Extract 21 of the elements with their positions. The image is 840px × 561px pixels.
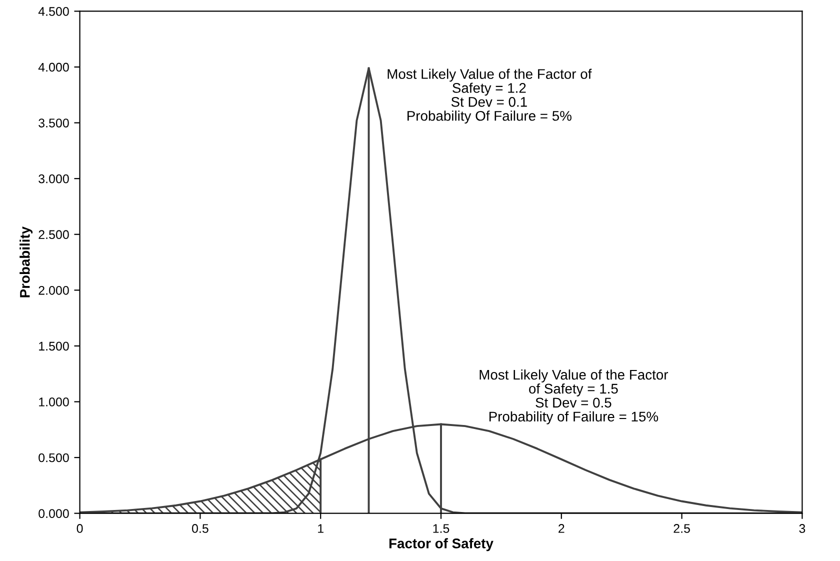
y-tick-label: 0.500 — [38, 453, 69, 462]
annotation: Most Likely Value of the Factor of Safety = 1.5 St Dev = 0.5 Probability of Failure = 15% — [480, 369, 668, 424]
y-axis-title: Probability — [20, 226, 33, 298]
y-tick-label: 4.500 — [38, 7, 69, 16]
y-tick-label: 3.500 — [38, 118, 69, 128]
x-tick-label: 1 — [318, 524, 324, 533]
x-tick-label: 2 — [558, 524, 564, 533]
x-tick-label: 2.5 — [674, 524, 690, 533]
y-tick-label: 2.000 — [38, 286, 69, 295]
x-axis-title: Factor of Safety — [389, 538, 494, 552]
y-tick-label: 3.000 — [38, 174, 69, 184]
x-tick-label: 1.5 — [433, 524, 450, 533]
x-tick-label: 3 — [799, 524, 806, 533]
y-tick-label: 0.000 — [38, 509, 69, 518]
y-tick-label: 4.000 — [38, 62, 69, 72]
annotation: Most Likely Value of the Factor of Safety = 1.2 St Dev = 0.1 Probability Of Failure = 5% — [388, 68, 592, 124]
y-tick-label: 2.500 — [38, 230, 69, 240]
x-tick-label: 0.5 — [192, 524, 208, 533]
x-tick-label: 0 — [76, 524, 83, 533]
y-tick-label: 1.500 — [39, 342, 69, 351]
y-tick-label: 1.000 — [39, 398, 69, 406]
